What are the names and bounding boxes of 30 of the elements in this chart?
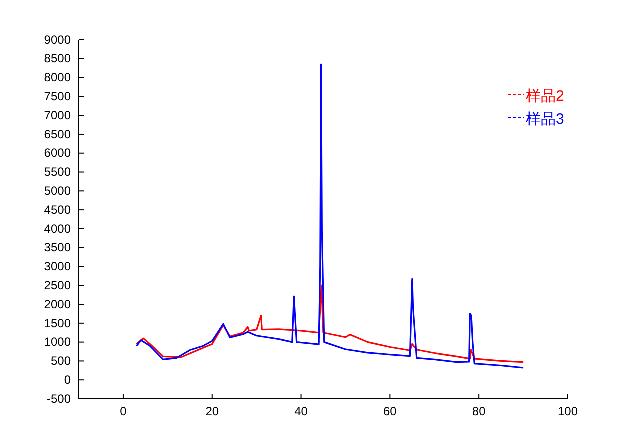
legend-label: 样品2 <box>526 88 564 105</box>
y-tick-label: 1000 <box>44 335 72 350</box>
y-tick-label: 2000 <box>44 297 72 312</box>
y-tick-label: 6000 <box>44 146 72 160</box>
x-tick-label: 80 <box>472 404 486 419</box>
y-tick-label: 8000 <box>44 70 72 85</box>
y-tick-label: 1500 <box>44 316 72 330</box>
y-tick-label: 3000 <box>44 260 72 274</box>
y-tick-label: 5500 <box>44 165 72 180</box>
x-tick-label: 20 <box>206 404 220 419</box>
legend-label: 样品3 <box>526 111 564 128</box>
x-tick-label: 40 <box>294 404 308 419</box>
y-tick-label: 6500 <box>44 127 72 142</box>
y-tick-label: 2500 <box>44 278 72 292</box>
y-tick-label: 3500 <box>44 240 72 255</box>
y-tick-label: 5000 <box>44 184 72 198</box>
y-tick-label: 8500 <box>44 52 72 66</box>
y-tick-label: -500 <box>46 392 72 406</box>
x-tick-label: 0 <box>120 404 128 419</box>
y-tick-label: 4500 <box>44 202 72 217</box>
y-tick-label: 0 <box>64 372 72 387</box>
x-tick-label: 60 <box>384 404 398 419</box>
line-series <box>136 64 524 369</box>
y-tick-label: 7500 <box>44 90 72 104</box>
y-tick-label: 9000 <box>44 32 72 47</box>
line-series <box>136 284 524 364</box>
x-tick-label: 100 <box>558 404 578 419</box>
y-tick-label: 4000 <box>44 222 72 236</box>
y-tick-label: 7000 <box>44 108 72 122</box>
y-tick-label: 500 <box>50 354 72 368</box>
